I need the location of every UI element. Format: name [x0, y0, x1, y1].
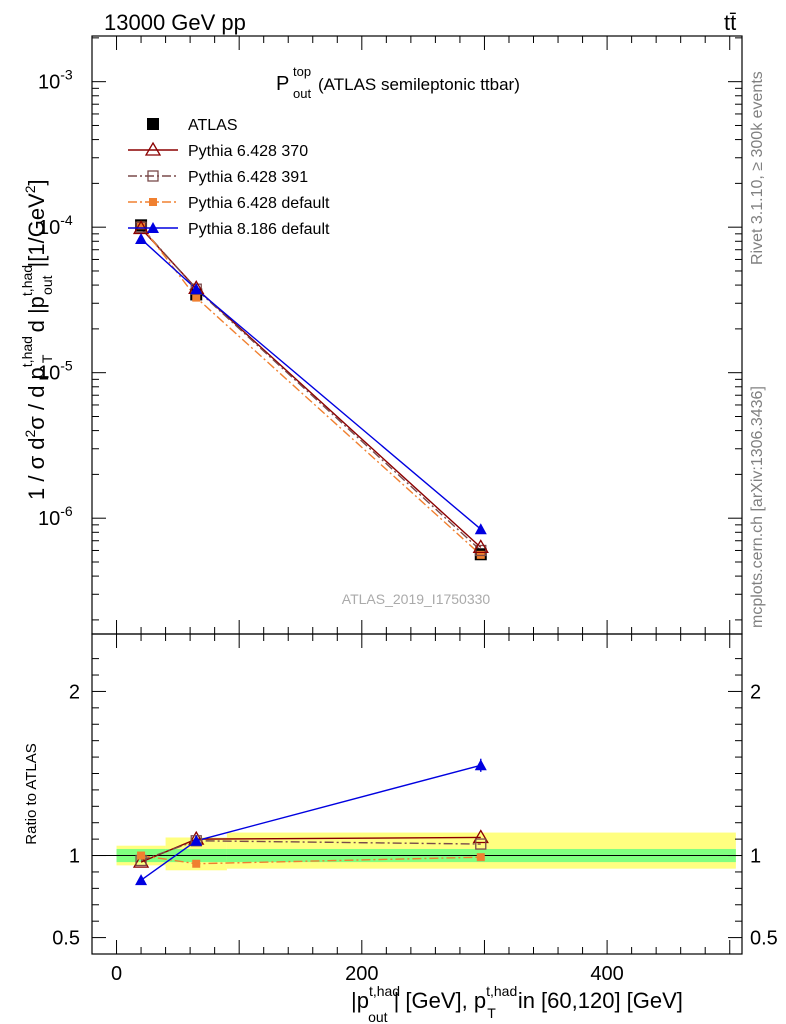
main-panel-series [132, 219, 489, 561]
data-point-p391 [475, 544, 487, 557]
ratio-point-p8def [135, 874, 148, 886]
legend-label-p370: Pythia 6.428 370 [188, 143, 308, 160]
data-point-p8def [135, 232, 148, 244]
ratio-y-tick-label: 2 [69, 681, 80, 703]
plot-title-sub: out [293, 86, 311, 101]
main-y-axis-label: 1 / σ d2σ / d pt,had T d |pt,had out|[1/Ge… [19, 179, 55, 500]
legend-label-p8def: Pythia 8.186 default [188, 221, 330, 238]
x-tick-label: 200 [345, 963, 378, 985]
ratio-y-axis-label: Ratio to ATLAS [23, 743, 40, 844]
mcplots-label: mcplots.cern.ch [arXiv:1306.3436] [749, 386, 766, 628]
plot-title: P top out (ATLAS semileptonic ttbar) [276, 64, 520, 101]
analysis-watermark: ATLAS_2019_I1750330 [342, 591, 491, 607]
series-line-p391 [140, 226, 482, 551]
data-point-p8def [190, 283, 203, 295]
rivet-label: Rivet 3.1.10, ≥ 300k events [749, 71, 766, 265]
ratio-point-p370 [472, 829, 489, 844]
data-point-p8def [474, 523, 487, 535]
series-line-p6def [140, 224, 482, 556]
ratio-panel-frame [91, 633, 743, 955]
ratio-y-tick-label: 0.5 [52, 928, 80, 950]
ratio-y-tick-label-right: 1 [750, 846, 761, 868]
series-line-p8def [140, 238, 482, 530]
x-tick-label: 400 [590, 963, 623, 985]
legend-marker-p391 [147, 170, 159, 182]
main-y-tick-label: 10-4 [38, 212, 73, 239]
main-y-tick-label: 10-6 [38, 503, 73, 530]
ratio-point-p6def [192, 859, 201, 868]
ratio-point-p370 [132, 853, 150, 868]
header-process-label: tt̄ [724, 10, 736, 35]
ratio-point-p8def [190, 834, 203, 846]
plot-title-main: P [276, 73, 289, 95]
data-point-p6def [137, 221, 146, 230]
legend-marker-p6def [149, 198, 157, 206]
legend-label-p391: Pythia 6.428 391 [188, 169, 308, 186]
legend-label-p6def: Pythia 6.428 default [188, 195, 330, 212]
ratio-point-p6def [137, 851, 146, 860]
data-point-p370 [472, 539, 489, 554]
plot-title-rest: (ATLAS semileptonic ttbar) [318, 75, 520, 94]
ratio-panel-series [132, 758, 489, 886]
ratio-y-tick-label-right: 2 [750, 681, 761, 703]
x-tick-label: 0 [111, 963, 122, 985]
ratio-point-p391 [475, 838, 487, 850]
legend-label-atlas: ATLAS [188, 117, 238, 134]
ratio-point-p6def [476, 853, 485, 862]
legend-marker-p8def [147, 222, 159, 233]
legend: ATLAS Pythia 6.428 370 Pythia 6.428 391 Pyt… [128, 117, 330, 238]
main-y-tick-label: 10-5 [38, 358, 73, 385]
axis-tick-labels: 0 200 400 0.5 0.5 1 1 2 2 10-6 10-5 10-4 10-3 [38, 67, 778, 985]
legend-marker-atlas [147, 118, 159, 130]
main-y-tick-label: 10-3 [38, 67, 73, 94]
legend-marker-p370 [144, 141, 162, 156]
plot-title-sup: top [293, 64, 311, 79]
series-line-p370 [140, 227, 482, 548]
ratio-y-tick-label-right: 0.5 [750, 928, 778, 950]
data-point-p6def [192, 293, 201, 302]
header-energy-label: 13000 GeV pp [104, 10, 246, 35]
ratio-y-tick-label: 1 [69, 846, 80, 868]
axis-ticks [92, 36, 742, 954]
